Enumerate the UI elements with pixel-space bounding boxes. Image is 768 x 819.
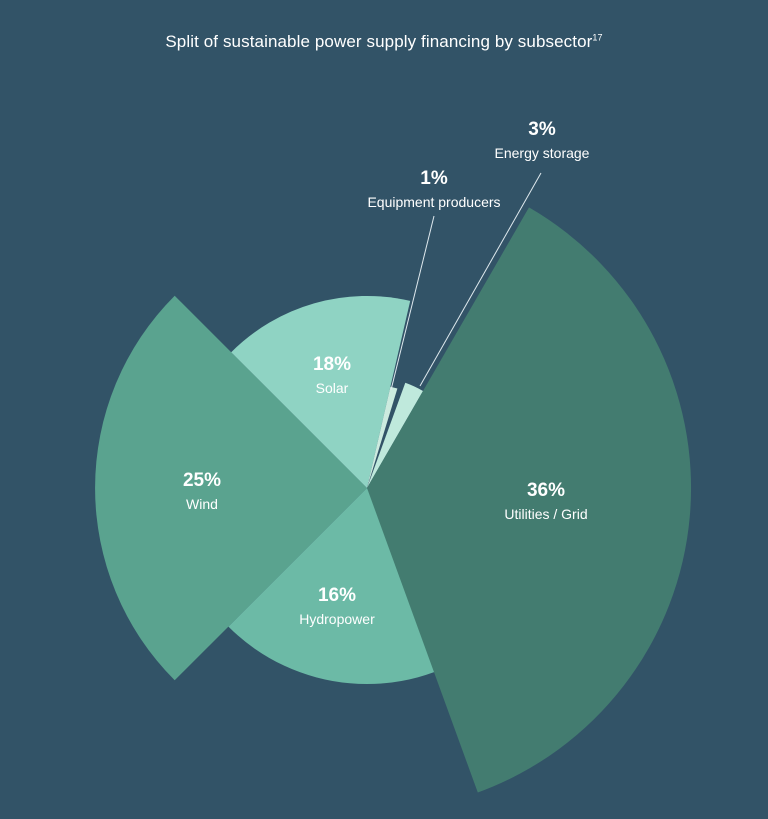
label-equipment-value: 1% — [420, 168, 448, 189]
slice-utilities-grid — [367, 207, 692, 793]
label-utilities-value: 36% — [527, 480, 565, 501]
label-wind-value: 25% — [183, 470, 221, 491]
label-hydropower-value: 16% — [318, 585, 356, 606]
label-storage-name: Energy storage — [495, 145, 590, 161]
label-solar-name: Solar — [316, 380, 349, 396]
label-utilities-name: Utilities / Grid — [504, 506, 587, 522]
slice-wind — [95, 295, 367, 681]
slice-equipment-producers — [367, 386, 398, 488]
chart-title-text: Split of sustainable power supply financ… — [165, 32, 593, 51]
label-hydropower-name: Hydropower — [299, 611, 375, 627]
leader-line-equipment-producers — [390, 215, 435, 391]
slice-energy-storage — [367, 382, 423, 488]
label-equipment-name: Equipment producers — [367, 194, 500, 210]
leader-line-energy-storage — [419, 172, 542, 387]
footnote-marker: 17 — [592, 32, 603, 43]
label-solar-value: 18% — [313, 354, 351, 375]
label-wind-name: Wind — [186, 496, 218, 512]
slice-hydropower — [228, 488, 480, 685]
label-storage-value: 3% — [528, 119, 556, 140]
slice-solar — [231, 295, 411, 488]
chart-title: Split of sustainable power supply financ… — [0, 32, 768, 52]
